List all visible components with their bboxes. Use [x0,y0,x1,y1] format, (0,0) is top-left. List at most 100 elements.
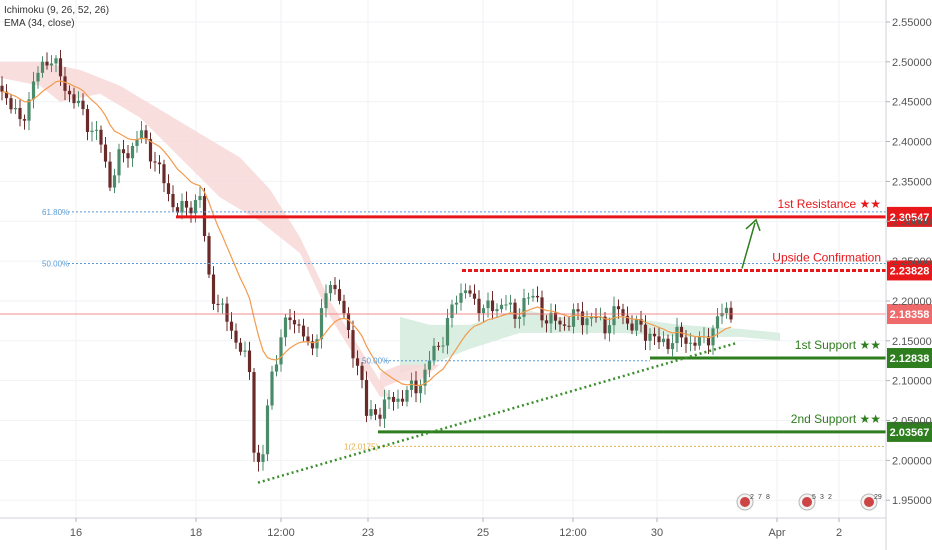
support2-label: 2nd Support ★★ [791,412,881,426]
candle-body [67,90,72,95]
candle-body [283,317,288,338]
candle-body [247,350,252,373]
support2-price-label: 2.03567 [890,427,930,439]
candle-body [94,129,99,131]
resistance1-price-badge [887,206,932,227]
us-flag-event-icon-center[interactable] [802,497,812,507]
candle-body [346,313,351,331]
x-tick-label: Apr [768,527,785,539]
x-tick-label: 30 [651,527,663,539]
candle-body [45,61,49,66]
x-tick-label: 2 [836,527,842,539]
candle-body [319,308,324,340]
candle-body [360,365,364,380]
candle-body [315,339,319,349]
candle-body [36,72,40,82]
candle-body [288,317,292,321]
candle-body [463,290,468,294]
candle-body [468,290,472,294]
candle-body [22,119,27,121]
candle-body [117,149,121,176]
candle-body [571,309,576,327]
candle-body [220,303,225,305]
candle-body [328,284,333,294]
plot-area[interactable] [0,0,886,518]
ichimoku-cloud-bullish [400,308,780,373]
candle-body [508,302,513,305]
x-tick-label: 23 [362,527,374,539]
upside-confirmation-label: Upside Confirmation [772,250,881,264]
candle-body [517,316,522,319]
resistance1-label: 1st Resistance ★★ [777,197,881,211]
candle-body [472,293,477,299]
candle-body [108,161,112,188]
candle-body [409,380,414,390]
candle-body [423,369,427,386]
event-count: 7 [758,494,762,501]
candle-body [526,297,531,299]
candle-body [216,303,220,305]
candle-body [184,200,189,208]
candle-body [513,302,517,319]
candle-body [225,303,229,322]
candle-body [103,144,108,162]
us-flag-event-icon-center[interactable] [864,497,874,507]
candle-body [207,236,211,275]
candle-body [549,312,553,324]
candle-body [414,380,418,394]
candle-body [445,318,450,346]
candle-body [337,289,342,301]
current-price-label: 2.18358 [890,309,930,321]
candle-body [499,304,504,310]
support2-price-badge [887,421,932,442]
candle-body [171,194,175,208]
candle-body [27,99,31,121]
candle-body [567,325,571,327]
candle-body [400,398,405,402]
candle-body [387,396,391,400]
us-flag-event-icon-center[interactable] [740,497,750,507]
candle-body [693,342,697,346]
event-count: 2 [828,494,832,501]
y-tick-label: 2.25000 [892,256,932,268]
candle-body [432,345,436,361]
x-tick-label: 12:00 [559,527,587,539]
candle-body [675,326,679,344]
y-tick-label: 2.30000 [892,216,932,228]
ema-legend[interactable]: EMA (34, close) [4,18,75,29]
candle-body [144,130,148,140]
candle-body [481,308,486,314]
event-count: 8 [766,494,770,501]
fib-100-label: 1(2.0175) [344,442,379,451]
candle-body [684,337,688,344]
candle-body [292,320,297,325]
candle-body [301,325,306,337]
candle-body [369,409,373,416]
candle-body [153,161,157,163]
candle-body [621,309,625,316]
ichimoku-legend[interactable]: Ichimoku (9, 26, 52, 26) [4,5,110,16]
candle-body [126,153,130,159]
y-tick-label: 2.55000 [892,17,932,29]
x-tick-label: 18 [190,527,202,539]
y-tick-label: 2.05000 [892,416,932,428]
candle-body [531,295,535,298]
candle-body [121,149,126,154]
candle-body [670,343,675,350]
candle-body [274,364,279,372]
candle-body [580,311,585,326]
candle-body [175,207,180,213]
candle-body [148,139,153,162]
candle-body [522,297,526,317]
candle-body [306,336,310,342]
candle-body [729,307,733,320]
y-tick-label: 2.00000 [892,455,932,467]
candle-body [459,293,463,303]
candle-body [454,302,459,305]
target-arrow-shaft [741,222,756,269]
candle-body [130,145,135,159]
candle-body [630,323,634,331]
y-tick-label: 2.35000 [892,176,932,188]
candle-body [18,107,22,120]
